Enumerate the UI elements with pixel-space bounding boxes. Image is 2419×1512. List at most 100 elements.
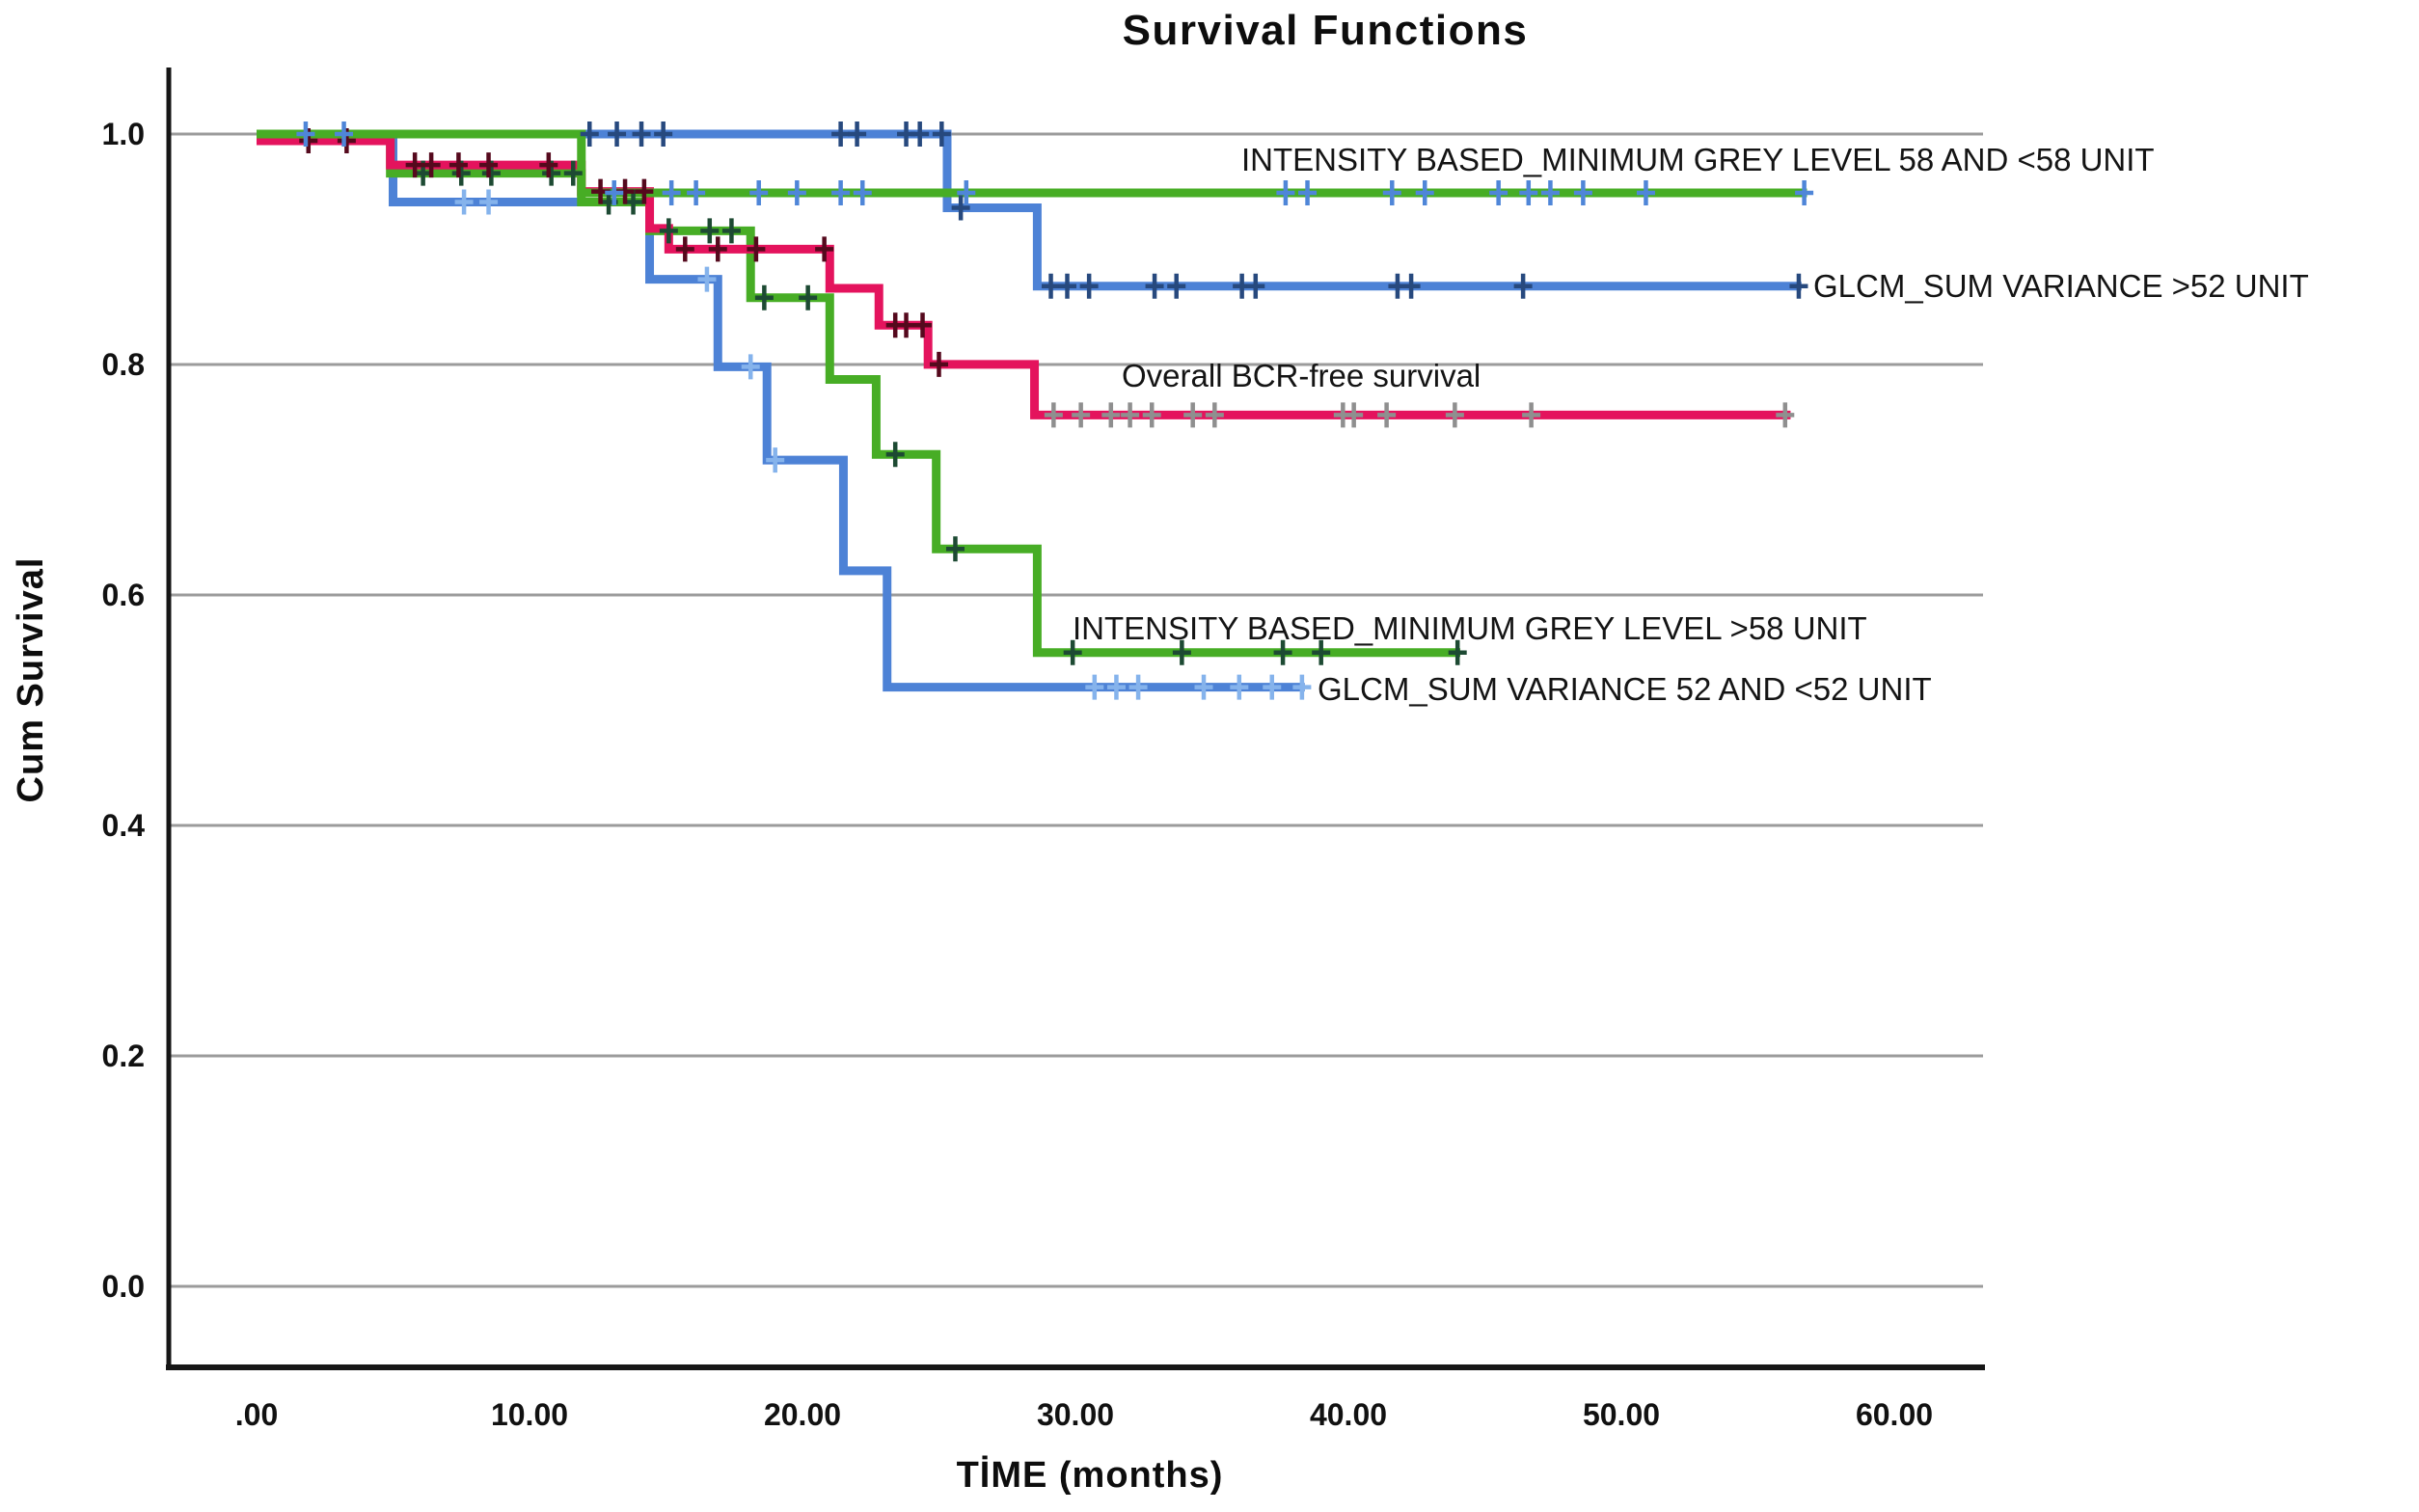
censor-mark	[749, 179, 769, 205]
censors-green_high	[296, 122, 1814, 205]
censor-mark	[1345, 402, 1364, 428]
censor-mark	[848, 122, 867, 147]
x-tick-.00: .00	[235, 1397, 278, 1432]
censor-mark	[1072, 402, 1091, 428]
censor-mark	[1789, 273, 1808, 299]
censor-mark	[697, 266, 717, 292]
censor-mark	[766, 447, 785, 473]
censor-mark	[605, 179, 624, 205]
censor-mark	[1276, 179, 1295, 205]
censor-mark	[1183, 402, 1203, 428]
censor-mark	[1776, 402, 1795, 428]
censor-mark	[831, 179, 851, 205]
x-tick-10.00: 10.00	[491, 1397, 568, 1432]
censor-mark	[563, 160, 583, 186]
curve-label-overall: Overall BCR-free survival	[1122, 358, 1481, 393]
censor-mark	[1415, 179, 1434, 205]
curve-green_high	[257, 129, 1807, 198]
censor-mark	[1573, 179, 1592, 205]
curve-blue_low	[257, 129, 1305, 692]
curve-label-blue_high: GLCM_SUM VARIANCE >52 UNIT	[1813, 268, 2309, 304]
y-tick-0.2: 0.2	[102, 1039, 145, 1073]
y-tick-0.8: 0.8	[102, 347, 145, 382]
x-tick-50.00: 50.00	[1583, 1397, 1660, 1432]
y-tick-0.4: 0.4	[102, 808, 146, 843]
censor-mark	[1401, 273, 1421, 299]
censor-mark	[1246, 273, 1265, 299]
censor-mark	[1230, 674, 1249, 700]
censor-mark	[741, 354, 760, 380]
censor-mark	[662, 179, 681, 205]
censor-mark	[1448, 639, 1467, 665]
censor-mark	[632, 122, 651, 147]
censor-mark	[911, 122, 930, 147]
censor-mark	[654, 122, 673, 147]
censor-mark	[1194, 674, 1213, 700]
y-tick-0.0: 0.0	[102, 1269, 145, 1304]
survival-curves	[257, 129, 1807, 692]
tick-labels: 1.0 0.8 0.6 0.4 0.2 0.0 .00 10.00 20.00 30.00 40.0…	[102, 117, 1934, 1432]
censor-mark	[700, 218, 720, 244]
censor-mark	[580, 122, 599, 147]
censor-mark	[296, 122, 315, 147]
censor-mark	[479, 152, 499, 178]
curve-label-blue_low: GLCM_SUM VARIANCE 52 AND <52 UNIT	[1318, 671, 1932, 707]
x-tick-60.00: 60.00	[1856, 1397, 1933, 1432]
censor-mark	[1167, 273, 1186, 299]
censor-mark	[1273, 639, 1292, 665]
censor-mark	[1312, 639, 1331, 665]
censor-mark	[831, 122, 851, 147]
censor-mark	[1522, 402, 1541, 428]
x-tick-40.00: 40.00	[1310, 1397, 1387, 1432]
censor-mark	[675, 236, 694, 262]
censor-mark	[754, 284, 774, 310]
censors-blue_high	[580, 122, 1808, 299]
censor-mark	[1519, 179, 1538, 205]
censor-mark	[1121, 402, 1140, 428]
censor-mark	[608, 122, 627, 147]
censor-mark	[1042, 273, 1061, 299]
censor-mark	[1205, 402, 1224, 428]
chart-title: Survival Functions	[1123, 7, 1529, 54]
censor-mark	[1292, 674, 1312, 700]
censor-mark	[448, 152, 468, 178]
censor-mark	[659, 218, 678, 244]
censor-mark	[932, 122, 951, 147]
censor-mark	[635, 178, 654, 204]
censor-mark	[957, 179, 976, 205]
censor-mark	[687, 179, 706, 205]
censor-mark	[1540, 179, 1560, 205]
censor-mark	[1636, 179, 1655, 205]
x-tick-20.00: 20.00	[764, 1397, 841, 1432]
censor-mark	[1079, 273, 1099, 299]
censor-mark	[721, 218, 741, 244]
censor-mark	[1142, 402, 1161, 428]
y-tick-0.6: 0.6	[102, 578, 145, 612]
censor-mark	[930, 351, 948, 377]
censor-marks	[296, 122, 1814, 700]
censor-mark	[747, 236, 766, 262]
x-tick-30.00: 30.00	[1037, 1397, 1114, 1432]
curve-label-green_high: INTENSITY BASED_MINIMUM GREY LEVEL 58 AN…	[1241, 142, 2155, 177]
y-axis-title: Cum Survival	[11, 557, 51, 803]
censor-mark	[1085, 674, 1104, 700]
censors-overall	[299, 128, 1795, 428]
censor-mark	[479, 189, 499, 215]
censor-mark	[454, 189, 474, 215]
censor-mark	[951, 195, 970, 221]
censor-mark	[335, 122, 354, 147]
censor-mark	[1298, 179, 1318, 205]
x-axis-title: TİME (months)	[957, 1455, 1224, 1496]
axes	[166, 68, 1985, 1370]
censor-mark	[897, 312, 916, 338]
censor-mark	[853, 179, 872, 205]
curve-overall	[257, 136, 1791, 419]
censor-mark	[1382, 179, 1401, 205]
censor-mark	[1058, 273, 1077, 299]
gridlines	[171, 132, 1983, 1288]
censor-mark	[1377, 402, 1397, 428]
censor-mark	[539, 152, 558, 178]
censor-mark	[708, 236, 727, 262]
censor-mark	[421, 152, 441, 178]
